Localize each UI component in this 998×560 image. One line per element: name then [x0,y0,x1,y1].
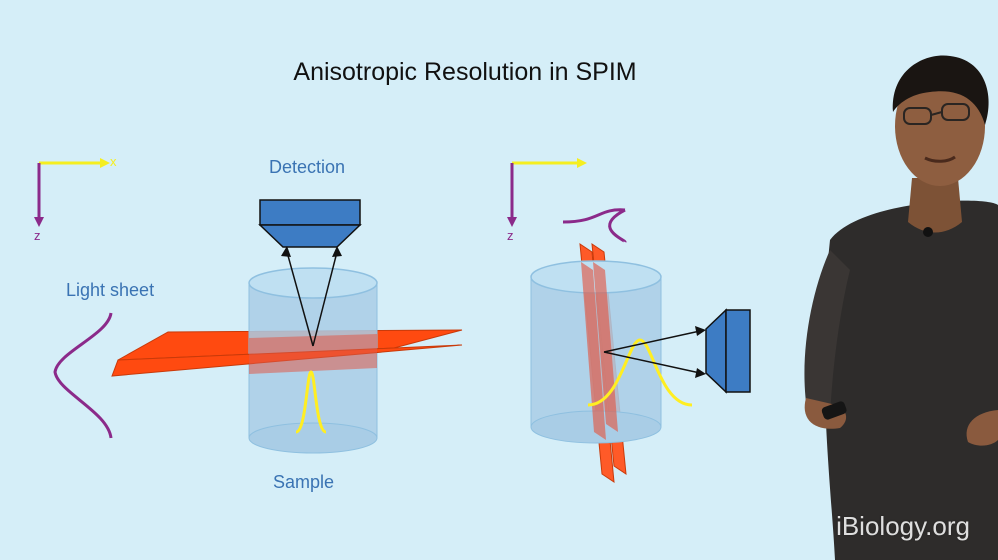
right-detection-objective [705,308,751,394]
presenter-figure [804,55,998,560]
left-setup [53,199,463,454]
detection-label: Detection [269,157,346,177]
right-axes [507,158,627,244]
slide-title: Anisotropic Resolution in SPIM [293,58,637,86]
sample-label: Sample [273,472,335,492]
light-sheet-profile [53,312,113,439]
left-axes [34,158,110,227]
light-sheet-label: Light sheet [66,280,155,300]
left-z-axis-label: z [34,228,41,243]
left-detection-objective [258,199,362,248]
left-x-axis-label: x [110,154,117,169]
ibiology-watermark: iBiology.org [836,511,970,541]
left-psf-curve [295,370,327,434]
right-z-axis-label: z [507,228,514,243]
right-setup [530,242,751,483]
right-psf-curve [587,338,693,407]
